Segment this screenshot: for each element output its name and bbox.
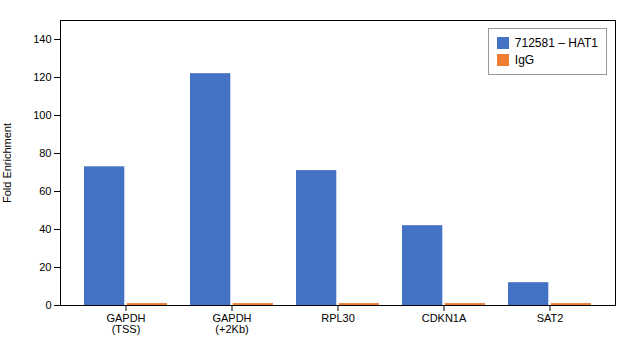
- svg-text:SAT2: SAT2: [537, 312, 564, 324]
- svg-text:0: 0: [45, 299, 51, 311]
- svg-text:80: 80: [39, 147, 51, 159]
- svg-text:Fold Enrichment: Fold Enrichment: [1, 123, 13, 203]
- svg-text:100: 100: [33, 109, 51, 121]
- svg-text:GAPDH(TSS): GAPDH(TSS): [106, 312, 145, 335]
- svg-text:20: 20: [39, 261, 51, 273]
- svg-text:GAPDH(+2Kb): GAPDH(+2Kb): [212, 312, 251, 335]
- svg-text:120: 120: [33, 71, 51, 83]
- svg-text:60: 60: [39, 185, 51, 197]
- svg-text:40: 40: [39, 223, 51, 235]
- svg-text:140: 140: [33, 33, 51, 45]
- svg-text:CDKN1A: CDKN1A: [422, 312, 467, 324]
- html-text:IgG: IgG: [514, 53, 535, 67]
- svg-text:RPL30: RPL30: [321, 312, 355, 324]
- html-text:712581 – HAT1: 712581 – HAT1: [514, 36, 598, 50]
